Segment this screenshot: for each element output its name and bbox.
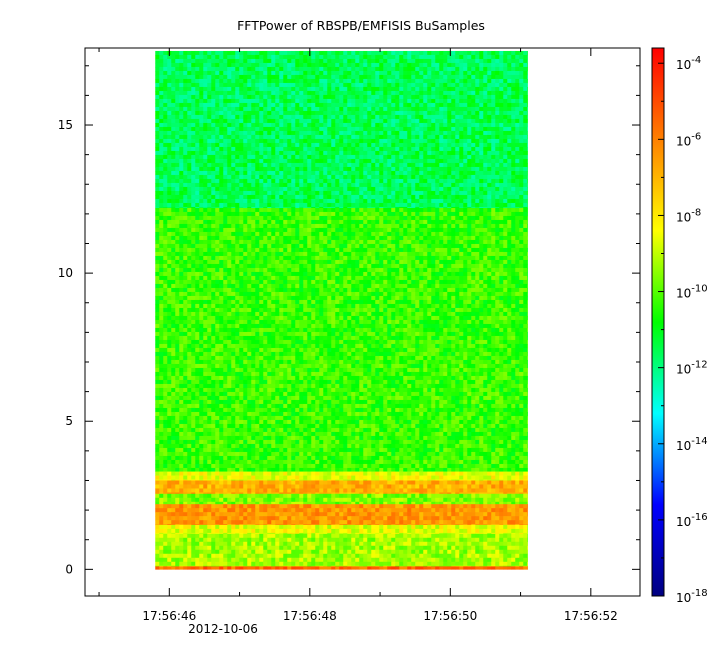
colorbar-tick-label: 10-10 [676, 284, 708, 301]
colorbar-tick-label: 10-6 [676, 131, 701, 148]
colorbar-tick-label: 10-4 [676, 55, 701, 72]
spectrogram-band-7 [155, 533, 528, 567]
colorbar [651, 47, 665, 597]
y-tick-label: 0 [65, 562, 73, 576]
colorbar-tick-label: 10-18 [676, 588, 708, 605]
spectrogram-band-8 [155, 566, 528, 570]
colorbar-tick-label: 10-14 [676, 436, 708, 453]
y-tick-label: 5 [65, 414, 73, 428]
spectrogram-band-3 [155, 480, 528, 495]
y-tick-label: 10 [58, 266, 73, 280]
x-tick-label: 17:56:46 [142, 609, 196, 623]
chart-title: FFTPower of RBSPB/EMFISIS BuSamples [237, 18, 485, 33]
spectrogram-band-4 [155, 493, 528, 505]
x-tick-label: 17:56:52 [564, 609, 618, 623]
colorbar-tick-label: 10-8 [676, 207, 701, 224]
colorbar-tick-label: 10-16 [676, 512, 708, 529]
spectrogram-band-0 [155, 50, 528, 209]
colorbar-tick-label: 10-12 [676, 360, 708, 377]
spectrogram-heatmap [155, 50, 528, 570]
spectrogram-band-2 [155, 471, 528, 481]
spectrogram-band-6 [155, 524, 528, 535]
x-tick-label: 17:56:50 [423, 609, 477, 623]
colorbar-axis: 10-18 10-16 10-14 10-12 10-10 10-8 10-6 10-4 [658, 55, 708, 605]
x-tick-label: 17:56:48 [283, 609, 337, 623]
x-axis-date-label: 2012-10-06 [188, 622, 258, 636]
y-tick-label: 15 [58, 118, 73, 132]
spectrogram-band-5 [155, 504, 528, 526]
y-axis: 0 5 10 15 [58, 65, 640, 576]
x-axis: 17:56:46 17:56:48 17:56:50 17:56:52 [98, 48, 618, 623]
spectrogram-band-1 [155, 207, 528, 472]
